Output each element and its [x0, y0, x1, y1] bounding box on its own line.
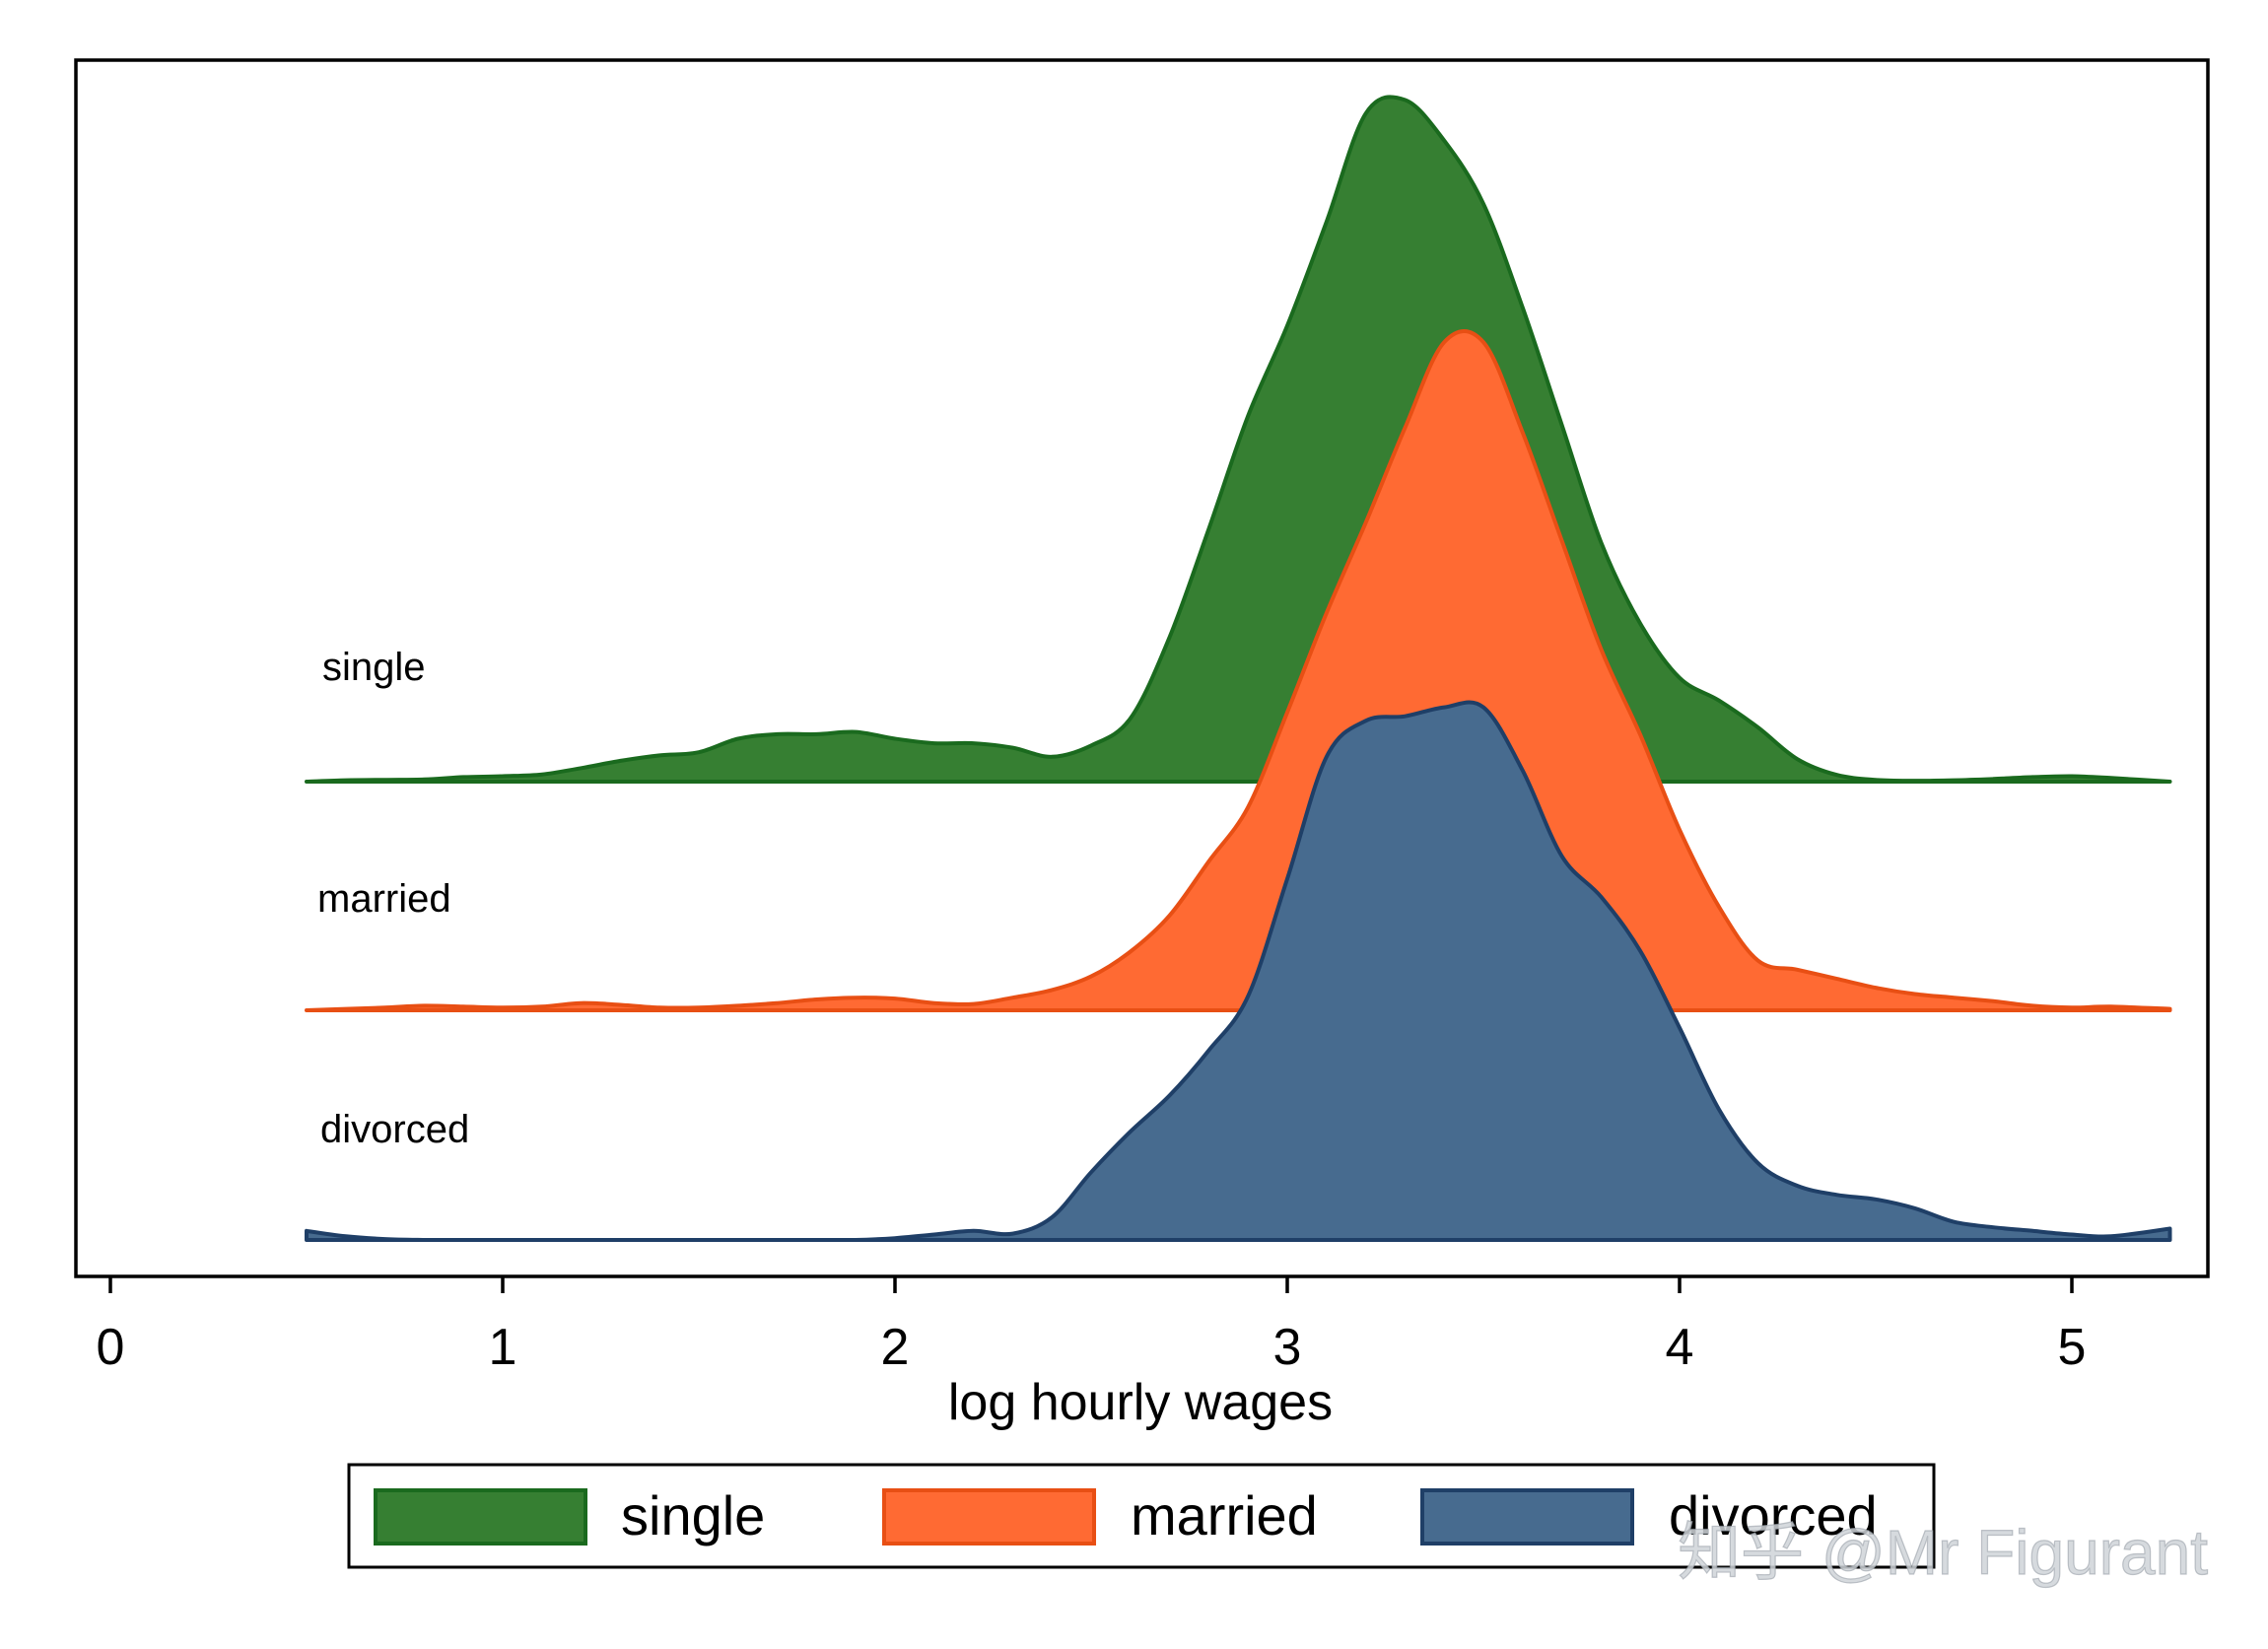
ridge-married [305, 329, 2172, 1012]
ridge-label-divorced: divorced [320, 1108, 469, 1151]
x-tick-label-3: 3 [1273, 1319, 1302, 1376]
ridge-label-married: married [317, 877, 451, 921]
legend-label-single: single [621, 1484, 765, 1546]
legend: single married divorced [347, 1463, 1936, 1569]
legend-swatch-single [374, 1488, 587, 1546]
x-tick-label-1: 1 [489, 1319, 517, 1376]
legend-swatch-divorced [1420, 1488, 1634, 1546]
x-tick-label-4: 4 [1666, 1319, 1694, 1376]
ridge-labels: single married divorced [317, 646, 469, 1151]
x-tick-label-2: 2 [881, 1319, 910, 1376]
legend-frame [347, 1463, 1936, 1569]
ridge-label-single: single [322, 646, 426, 689]
x-axis: 0 1 2 3 4 5 [97, 1276, 2087, 1376]
legend-label-married: married [1131, 1484, 1318, 1546]
ridge-divorced [305, 700, 2172, 1242]
ridge-single [305, 95, 2172, 784]
watermark: 知乎 @Mr Figurant [1678, 1517, 2208, 1588]
x-axis-label: log hourly wages [948, 1374, 1333, 1431]
plot-frame [74, 58, 2210, 1278]
legend-swatch-married [882, 1488, 1096, 1546]
legend-label-divorced: divorced [1669, 1484, 1878, 1546]
x-tick-label-0: 0 [97, 1319, 125, 1376]
x-tick-label-5: 5 [2058, 1319, 2087, 1376]
ridges-layer [305, 95, 2172, 1242]
